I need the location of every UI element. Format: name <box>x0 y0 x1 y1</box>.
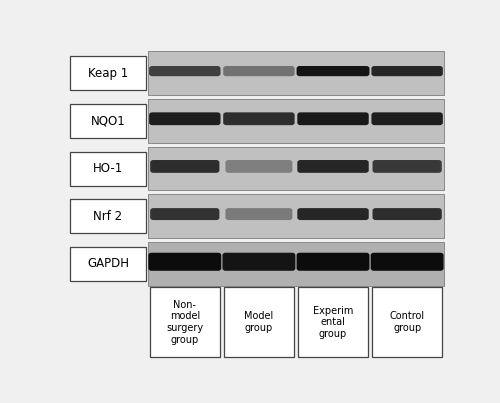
FancyBboxPatch shape <box>372 112 443 125</box>
Bar <box>70 247 146 281</box>
Bar <box>148 52 444 95</box>
FancyBboxPatch shape <box>296 253 370 271</box>
FancyBboxPatch shape <box>149 112 220 125</box>
Bar <box>372 287 442 357</box>
Bar <box>224 287 294 357</box>
Text: Nrf 2: Nrf 2 <box>94 210 122 223</box>
Bar <box>298 287 368 357</box>
FancyBboxPatch shape <box>226 160 292 173</box>
Bar <box>70 152 146 186</box>
Text: Keap 1: Keap 1 <box>88 67 128 80</box>
Bar <box>148 195 444 238</box>
Text: Model
group: Model group <box>244 312 274 333</box>
Bar <box>70 56 146 90</box>
FancyBboxPatch shape <box>150 160 220 173</box>
FancyBboxPatch shape <box>150 208 220 220</box>
FancyBboxPatch shape <box>222 253 296 271</box>
Text: GAPDH: GAPDH <box>87 258 129 270</box>
FancyBboxPatch shape <box>296 66 370 76</box>
Bar <box>148 99 444 143</box>
FancyBboxPatch shape <box>149 66 220 76</box>
FancyBboxPatch shape <box>298 160 368 173</box>
Bar <box>148 242 444 286</box>
FancyBboxPatch shape <box>226 208 292 220</box>
FancyBboxPatch shape <box>148 253 222 271</box>
Bar <box>70 199 146 233</box>
FancyBboxPatch shape <box>223 112 294 125</box>
FancyBboxPatch shape <box>372 208 442 220</box>
FancyBboxPatch shape <box>223 66 294 76</box>
Text: Non-
model
surgery
group: Non- model surgery group <box>166 300 203 345</box>
Text: Experim
ental
group: Experim ental group <box>313 305 353 339</box>
Bar <box>150 287 220 357</box>
Text: Control
group: Control group <box>390 312 424 333</box>
Bar <box>70 104 146 138</box>
Text: NQO1: NQO1 <box>90 114 126 127</box>
FancyBboxPatch shape <box>298 112 368 125</box>
Text: HO-1: HO-1 <box>93 162 123 175</box>
FancyBboxPatch shape <box>370 253 444 271</box>
FancyBboxPatch shape <box>298 208 368 220</box>
Bar <box>148 147 444 191</box>
FancyBboxPatch shape <box>372 160 442 173</box>
FancyBboxPatch shape <box>372 66 443 76</box>
